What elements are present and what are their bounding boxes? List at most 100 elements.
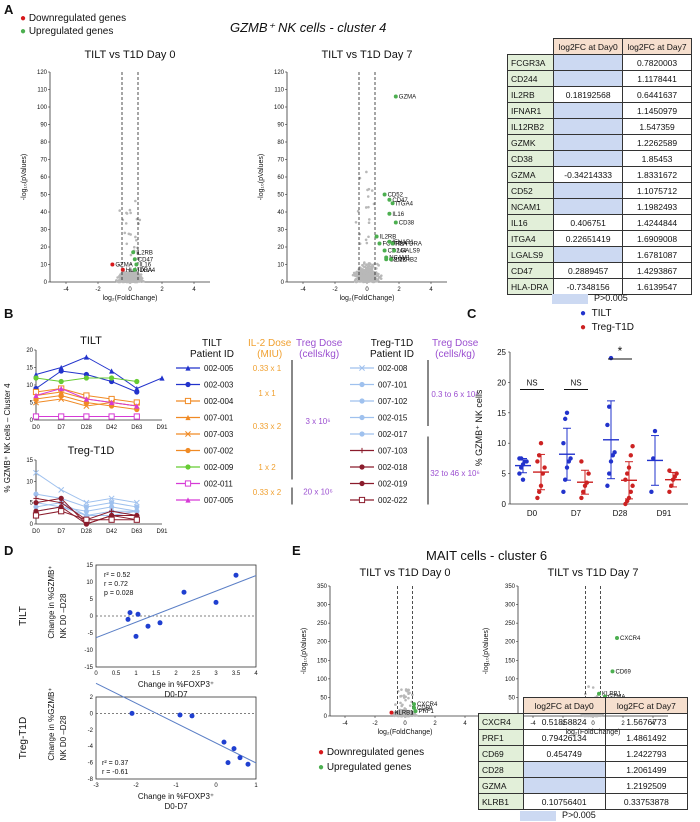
b-series-point: [33, 500, 39, 506]
d-x-tick-label: 1: [134, 671, 138, 677]
table-a-day7-value: 1.547359: [622, 118, 692, 135]
gene-point: [374, 234, 379, 239]
c-point: [561, 489, 566, 495]
gene-label: IL2RB: [380, 235, 397, 241]
y-tick-label: 90: [277, 123, 284, 129]
table-e-day7-value: 1.2192509: [604, 777, 689, 794]
b-series-point: [109, 375, 115, 381]
volcano-point: [364, 206, 368, 209]
c-point: [667, 489, 672, 495]
c-point: [608, 459, 614, 464]
volcano-point: [133, 280, 137, 284]
b-x-tick-label: D7: [57, 529, 65, 535]
panel-b-lines: TILT 0 5 10 15 20 D0 D7 D28 D42 D63 D91 Treg-T1D 0 5 10…: [3, 335, 168, 535]
volcano-point: [366, 195, 370, 198]
legend-up: ● Upregulated genes: [20, 26, 114, 37]
b-series-point: [133, 413, 140, 420]
d-y-tick-label: -15: [84, 665, 93, 671]
b-series-point: [134, 403, 140, 409]
b-x-tick-label: D63: [131, 529, 143, 535]
b-x-tick-label: D28: [81, 529, 93, 535]
volcano-point: [402, 694, 406, 697]
b-series-point: [83, 504, 89, 510]
b-series-point: [83, 354, 89, 360]
y-tick-label: 30: [277, 228, 284, 234]
gene-label: CD38: [399, 221, 415, 227]
c-point: [605, 483, 610, 488]
table-a-day0-value: [553, 182, 624, 199]
table-a-day0-value: 0.2889457: [553, 262, 624, 279]
c-point: [651, 456, 656, 461]
c-sig-label: NS: [526, 378, 537, 387]
table-e-day0-value: [522, 761, 606, 778]
y-tick-label: 0: [281, 280, 285, 286]
d-point: [233, 572, 239, 578]
volcano-point: [126, 277, 130, 281]
table-a-day7-value: 1.6909008: [622, 230, 692, 247]
y-tick-label: 10: [40, 263, 47, 269]
volcano-point: [394, 703, 397, 706]
table-a: log2FC at Day0 log2FC at Day7 FCGR3A 0.782…: [506, 38, 692, 295]
title-a: GZMB⁺ NK cells - cluster 4: [230, 20, 387, 35]
volcano-point: [365, 279, 369, 282]
gene-point: [610, 669, 615, 674]
b-legend-tilt-id: 007-002: [204, 447, 234, 456]
table-e-gene: CXCR4: [478, 713, 524, 730]
volcano-point: [123, 231, 127, 235]
b-il2-dose: 1 x 1: [258, 389, 276, 398]
gene-point: [382, 248, 387, 253]
table-a-day7-value: 0.7820003: [622, 54, 692, 71]
b-legend-tilt-id: 002-011: [204, 480, 233, 489]
volcano-point: [397, 713, 401, 717]
y-tick-label: 10: [277, 263, 284, 269]
gene-label: GZMA: [115, 263, 132, 269]
gene-point: [387, 239, 392, 244]
x-tick-label: -4: [300, 287, 306, 293]
volcano-point: [400, 688, 403, 691]
table-a-day0-value: [553, 150, 624, 167]
b-series-point: [58, 508, 65, 515]
d-point: [145, 623, 151, 629]
gene-label: CD69: [616, 669, 632, 675]
b-x-tick-label: D42: [106, 425, 118, 431]
table-a-key: P>0.005: [552, 293, 628, 304]
y-tick-label: 100: [274, 105, 285, 111]
table-a-day7-value: 1.1982493: [622, 198, 692, 215]
d-x-tick-label: -3: [93, 783, 99, 789]
table-a-gene: CD244: [506, 70, 555, 87]
table-e-row: CD28 1.2061499: [478, 761, 689, 778]
c-point: [630, 444, 635, 449]
c-legend-treg: ● Treg-T1D: [580, 322, 635, 333]
b-tregdose2-hdr: Treg Dose (cells/kg): [432, 338, 478, 360]
d-y-tick-label: 15: [86, 563, 93, 569]
c-y-axis-label: % GZMB⁺ NK cells: [474, 389, 484, 466]
volcano-point: [358, 242, 362, 246]
b-y-tick-label: 15: [26, 366, 33, 372]
volcano-point: [399, 701, 402, 705]
b-series-point: [58, 413, 65, 420]
c-point: [674, 471, 679, 476]
volcano-e-day0: TILT vs T1D Day 0 0 50 100 150 200 250 300 350 -4…: [301, 567, 480, 736]
y-tick-label: 150: [317, 658, 328, 664]
x-tick-label: 2: [397, 287, 401, 293]
volcano-point: [129, 211, 132, 215]
c-point: [626, 465, 632, 470]
gene-point: [390, 201, 395, 206]
volcano-point: [367, 218, 371, 221]
c-point: [649, 489, 654, 495]
c-point: [537, 489, 542, 495]
table-e-day7-value: 0.33753878: [604, 793, 689, 810]
d-regression-line: [95, 682, 257, 764]
volcano-point: [380, 274, 383, 277]
gene-point: [384, 257, 389, 262]
d-point: [189, 713, 195, 719]
c-y-tick-label: 20: [497, 378, 506, 387]
d-x-axis-label-2: D0-D7: [164, 690, 188, 699]
d-point: [231, 746, 237, 752]
volcano-point: [135, 276, 139, 279]
b-tilt-hdr: TILT Patient ID: [190, 338, 234, 360]
b-legend-treg-id: 007-103: [378, 447, 408, 456]
y-tick-label: 300: [317, 603, 328, 609]
b-y-tick-label: 15: [26, 458, 33, 464]
volcano-point: [371, 279, 374, 283]
